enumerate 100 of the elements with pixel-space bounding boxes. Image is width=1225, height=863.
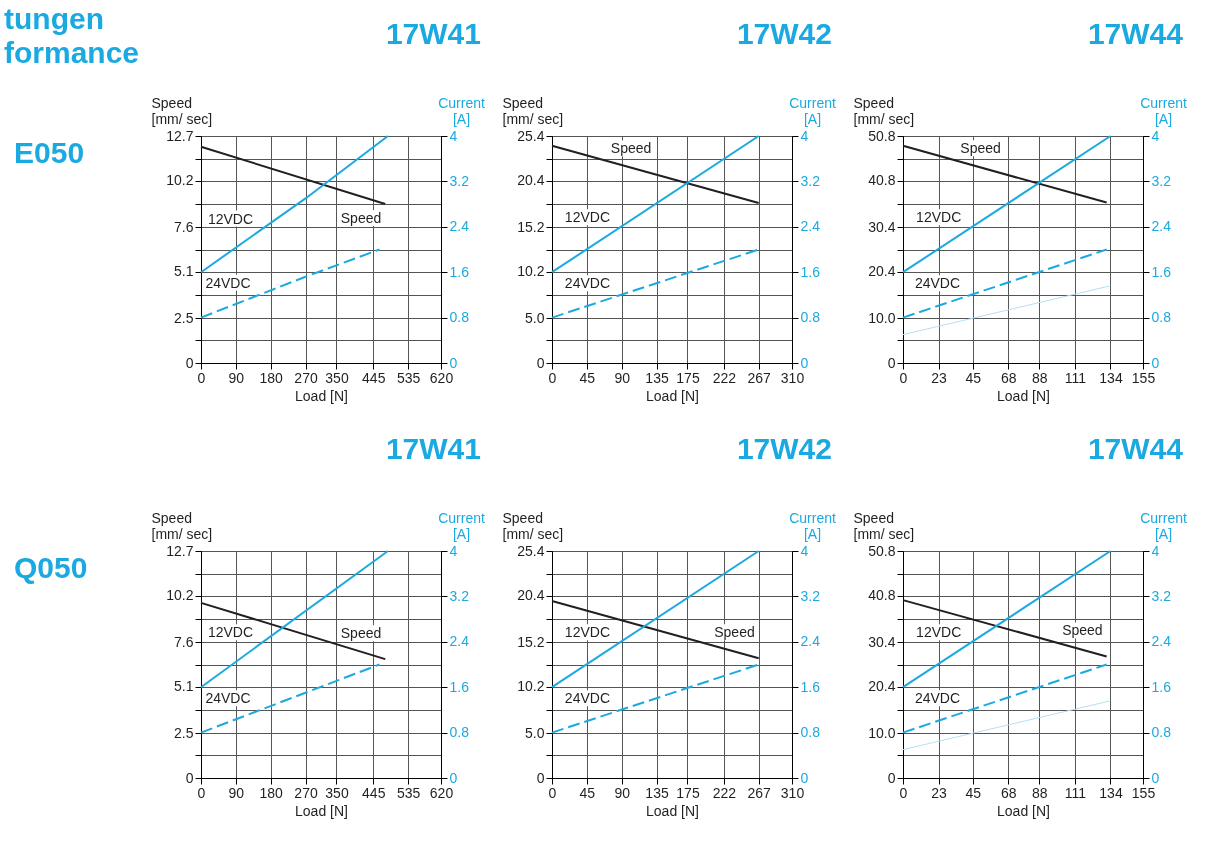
y2-tick-label: 4 [449,127,458,144]
x-tick-label: 45 [965,369,982,386]
x-tick-label: 535 [396,369,421,386]
y-tick-label: 10.2 [517,263,545,280]
chart-title: 17W44 [1087,432,1184,465]
x-tick-label: 270 [294,784,318,801]
x-tick-label: 68 [1001,369,1017,386]
x-tick-label: 270 [294,369,318,386]
x-tick-label: 267 [747,784,772,801]
y-tick-label: 0 [887,354,896,371]
y2-tick-label: 1.6 [449,678,470,695]
text: Q050 [14,551,88,584]
y-tick-label: 5.1 [174,678,194,695]
y2-tick-label: 0 [449,769,458,786]
y2-tick-label: 3.2 [1151,172,1172,189]
y-tick-label: 25.4 [517,542,545,559]
y-tick-label: 0 [185,769,194,786]
x-axis-title: Load [N] [997,802,1050,819]
y2-tick-label: 1.6 [800,263,821,280]
series-label: 24VDC [914,690,961,707]
y2-tick-label: 3.2 [449,587,470,604]
x-tick-label: 134 [1099,369,1123,386]
y-axis-title: Speed [mm/ sec] [502,94,564,127]
x-axis-title: Load [N] [997,387,1050,404]
y2-tick-label: 2.4 [800,218,821,235]
y-tick-label: 30.4 [868,218,896,235]
x-axis-title: Load [N] [295,387,348,404]
x-tick-label: 310 [780,369,805,386]
series-label: Speed [610,140,652,157]
y-tick-label: 20.4 [868,678,896,695]
y2-tick-label: 0.8 [800,724,821,741]
y-tick-label: 0 [536,354,545,371]
series-label: Speed [714,624,755,641]
x-tick-label: 310 [780,784,805,801]
series-label: 24VDC [564,275,611,292]
x-tick-label: 0 [197,784,206,801]
y2-tick-label: 4 [1151,127,1160,144]
series-label: Speed [1062,622,1103,639]
y2-tick-label: 0.8 [1151,724,1172,741]
y2-axis-title: Current [A] [438,509,485,542]
x-tick-label: 180 [259,784,284,801]
y-tick-label: 40.8 [868,172,896,189]
y2-tick-label: 1.6 [1151,263,1172,280]
series-label: 12VDC [564,624,611,641]
x-tick-label: 111 [1064,369,1087,386]
y2-tick-label: 4 [1151,542,1160,559]
y-axis-title: Speed [mm/ sec] [502,509,564,542]
y-tick-label: 5.0 [525,309,545,326]
x-tick-label: 535 [396,784,421,801]
y-tick-label: 12.7 [166,127,194,144]
series-label: 12VDC [564,209,611,226]
chart-title: 17W41 [385,432,481,465]
y2-tick-label: 0.8 [449,309,470,326]
y2-tick-label: 0 [800,769,809,786]
x-axis-title: Load [N] [295,802,348,819]
x-axis-title: Load [N] [646,387,699,404]
series-label: 24VDC [914,275,961,292]
y-tick-label: 50.8 [868,542,896,559]
y2-tick-label: 3.2 [1151,587,1172,604]
x-tick-label: 0 [899,369,908,386]
y-tick-label: 15.2 [517,633,545,650]
x-tick-label: 0 [899,784,908,801]
x-tick-label: 88 [1031,369,1048,386]
x-tick-label: 45 [579,784,596,801]
x-tick-label: 350 [325,369,349,386]
y-tick-label: 2.5 [174,724,194,741]
x-tick-label: 45 [579,369,596,386]
x-tick-label: 155 [1131,784,1156,801]
chart-title: 17W41 [385,17,481,50]
y-axis-title: Speed [mm/ sec] [151,94,213,127]
series-label: 24VDC [564,690,611,707]
text: formance [4,36,140,69]
y-tick-label: 5.0 [525,724,545,741]
x-tick-label: 135 [645,369,669,386]
x-tick-label: 620 [429,784,454,801]
y2-axis-title: Current [A] [438,94,485,127]
series-label: 12VDC [916,209,962,226]
x-axis-title: Load [N] [646,802,699,819]
x-tick-label: 445 [362,784,386,801]
y2-tick-label: 2.4 [449,633,470,650]
y-tick-label: 30.4 [868,633,896,650]
x-tick-label: 350 [325,784,349,801]
x-tick-label: 90 [228,784,245,801]
y2-tick-label: 3.2 [800,587,821,604]
series-label: Speed [960,140,1001,157]
y2-tick-label: 2.4 [1151,218,1172,235]
series-label: Speed [340,209,382,226]
x-tick-label: 175 [676,369,700,386]
x-tick-label: 90 [614,784,631,801]
y2-tick-label: 1.6 [1151,678,1172,695]
y-tick-label: 15.2 [517,218,545,235]
text: tungen [4,2,104,35]
x-tick-label: 45 [965,784,982,801]
y-tick-label: 12.7 [166,542,194,559]
series-label: Speed [340,625,382,642]
y2-tick-label: 3.2 [800,172,821,189]
x-tick-label: 23 [931,369,948,386]
x-tick-label: 180 [259,369,284,386]
y2-tick-label: 0 [1151,769,1160,786]
x-tick-label: 135 [645,784,669,801]
